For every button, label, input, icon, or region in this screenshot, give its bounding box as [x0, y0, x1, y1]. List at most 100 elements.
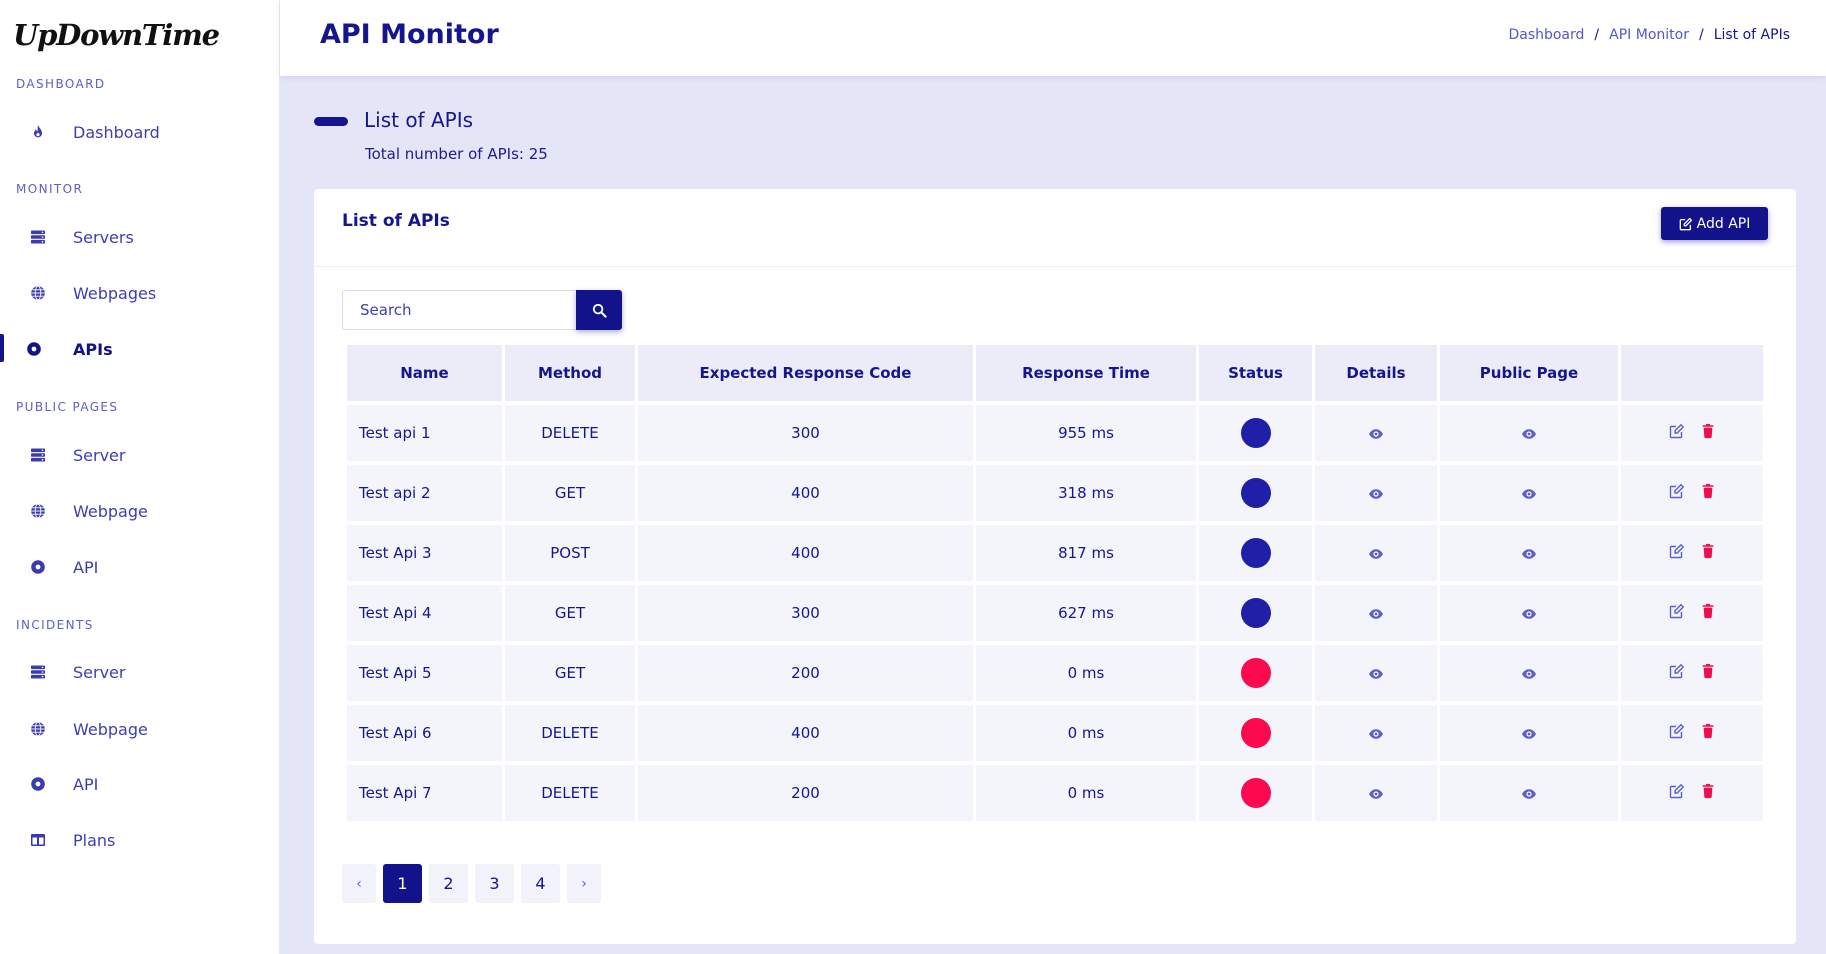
sidebar-item-label: API [73, 775, 99, 794]
sidebar-item-label: Plans [73, 831, 116, 850]
cell-details [1315, 585, 1437, 641]
cell-expected-code: 400 [638, 705, 973, 761]
search-icon [592, 303, 607, 318]
delete-icon[interactable] [1700, 423, 1716, 443]
cell-expected-code: 200 [638, 765, 973, 821]
edit-icon[interactable] [1669, 423, 1685, 443]
edit-icon [1679, 217, 1692, 230]
add-api-button[interactable]: Add API [1661, 207, 1768, 240]
status-indicator-down [1240, 718, 1271, 748]
breadcrumb-current: List of APIs [1713, 27, 1790, 43]
cell-status [1199, 525, 1312, 581]
edit-icon[interactable] [1669, 663, 1685, 683]
cell-name: Test Api 3 [347, 525, 502, 581]
sidebar-item-public-webpage[interactable]: Webpage [0, 489, 279, 533]
cell-status [1199, 405, 1312, 461]
delete-icon[interactable] [1700, 543, 1716, 563]
column-header-expected-code[interactable]: Expected Response Code [638, 345, 973, 401]
cell-actions [1621, 405, 1763, 461]
view-public-page-icon[interactable] [1521, 424, 1537, 442]
search-button[interactable] [576, 290, 622, 330]
cell-details [1315, 465, 1437, 521]
sidebar-item-incident-server[interactable]: Server [0, 650, 279, 694]
cell-expected-code: 300 [638, 585, 973, 641]
sidebar-item-webpages[interactable]: Webpages [0, 271, 279, 315]
sidebar-item-servers[interactable]: Servers [0, 215, 279, 259]
sidebar-item-apis[interactable]: APIs [0, 327, 279, 371]
sidebar-item-label: Servers [73, 228, 134, 247]
breadcrumb-dashboard[interactable]: Dashboard [1508, 27, 1585, 43]
sidebar-item-public-api[interactable]: API [0, 545, 279, 589]
cell-details [1315, 645, 1437, 701]
cell-method: DELETE [505, 405, 635, 461]
cell-response-time: 318 ms [976, 465, 1196, 521]
api-table: Name Method Expected Response Code Respo… [344, 341, 1766, 825]
column-header-method[interactable]: Method [505, 345, 635, 401]
cell-method: GET [505, 645, 635, 701]
view-details-icon[interactable] [1368, 724, 1384, 742]
server-icon [30, 447, 46, 463]
column-header-response-time[interactable]: Response Time [976, 345, 1196, 401]
search-input[interactable] [342, 290, 576, 330]
cell-actions [1621, 465, 1763, 521]
cell-public-page [1440, 525, 1618, 581]
status-indicator-up [1240, 538, 1271, 568]
cell-name: Test Api 4 [347, 585, 502, 641]
pagination-page-2[interactable]: 2 [429, 864, 468, 903]
column-header-details[interactable]: Details [1315, 345, 1437, 401]
cell-public-page [1440, 405, 1618, 461]
edit-icon[interactable] [1669, 603, 1685, 623]
column-header-status[interactable]: Status [1199, 345, 1312, 401]
globe-icon [30, 721, 46, 737]
view-details-icon[interactable] [1368, 784, 1384, 802]
pagination-page-1[interactable]: 1 [383, 864, 422, 903]
dot-circle-icon [30, 559, 46, 575]
delete-icon[interactable] [1700, 663, 1716, 683]
sidebar-item-dashboard[interactable]: Dashboard [0, 110, 279, 154]
sidebar-item-plans[interactable]: Plans [0, 818, 279, 862]
column-header-name[interactable]: Name [347, 345, 502, 401]
sidebar-item-incident-api[interactable]: API [0, 762, 279, 806]
delete-icon[interactable] [1700, 723, 1716, 743]
cell-public-page [1440, 645, 1618, 701]
view-details-icon[interactable] [1368, 544, 1384, 562]
sidebar-item-label: Server [73, 446, 126, 465]
edit-icon[interactable] [1669, 483, 1685, 503]
table-row: Test Api 3 POST 400 817 ms [347, 525, 1763, 581]
section-accent-bar [314, 117, 348, 126]
sidebar-item-incident-webpage[interactable]: Webpage [0, 707, 279, 751]
edit-icon[interactable] [1669, 543, 1685, 563]
server-icon [30, 664, 46, 680]
view-public-page-icon[interactable] [1521, 664, 1537, 682]
view-public-page-icon[interactable] [1521, 484, 1537, 502]
card-title: List of APIs [342, 211, 450, 231]
edit-icon[interactable] [1669, 723, 1685, 743]
cell-response-time: 0 ms [976, 705, 1196, 761]
delete-icon[interactable] [1700, 483, 1716, 503]
delete-icon[interactable] [1700, 783, 1716, 803]
server-icon [30, 229, 46, 245]
view-public-page-icon[interactable] [1521, 724, 1537, 742]
breadcrumb-api-monitor[interactable]: API Monitor [1609, 27, 1689, 43]
cell-actions [1621, 585, 1763, 641]
column-header-public-page[interactable]: Public Page [1440, 345, 1618, 401]
view-details-icon[interactable] [1368, 664, 1384, 682]
pagination-prev-button[interactable]: ‹ [342, 864, 376, 903]
delete-icon[interactable] [1700, 603, 1716, 623]
breadcrumb: Dashboard / API Monitor / List of APIs [1508, 27, 1790, 43]
page-title: API Monitor [320, 19, 499, 50]
view-details-icon[interactable] [1368, 484, 1384, 502]
view-details-icon[interactable] [1368, 604, 1384, 622]
pagination-page-4[interactable]: 4 [521, 864, 560, 903]
view-public-page-icon[interactable] [1521, 604, 1537, 622]
view-public-page-icon[interactable] [1521, 544, 1537, 562]
edit-icon[interactable] [1669, 783, 1685, 803]
view-public-page-icon[interactable] [1521, 784, 1537, 802]
pagination-next-button[interactable]: › [567, 864, 601, 903]
section-subtitle: Total number of APIs: 25 [365, 145, 548, 163]
view-details-icon[interactable] [1368, 424, 1384, 442]
app-logo[interactable]: UpDownTime [13, 18, 220, 52]
cell-name: Test Api 5 [347, 645, 502, 701]
sidebar-item-public-server[interactable]: Server [0, 433, 279, 477]
pagination-page-3[interactable]: 3 [475, 864, 514, 903]
